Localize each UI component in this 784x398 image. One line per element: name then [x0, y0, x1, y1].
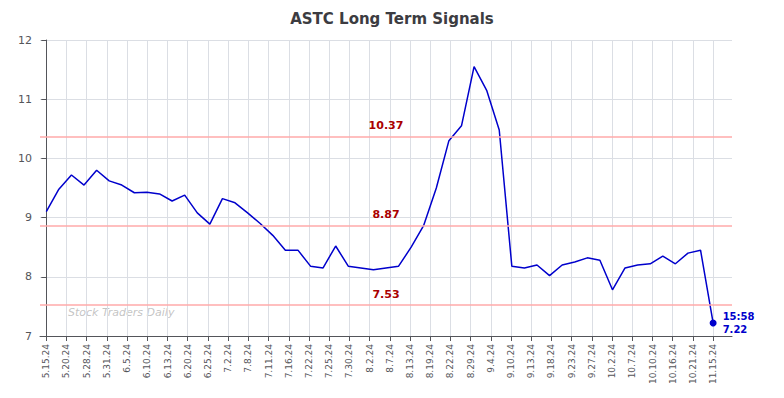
svg-text:7.2.24: 7.2.24: [223, 344, 233, 373]
svg-text:8.13.24: 8.13.24: [405, 344, 415, 379]
svg-text:9: 9: [25, 211, 32, 224]
svg-text:9.13.24: 9.13.24: [526, 344, 536, 379]
svg-text:7.53: 7.53: [372, 288, 399, 301]
svg-text:7.11.24: 7.11.24: [264, 344, 274, 379]
svg-text:10.37: 10.37: [369, 119, 404, 132]
svg-text:8.87: 8.87: [372, 208, 399, 221]
svg-text:7.22: 7.22: [723, 324, 748, 335]
svg-text:10: 10: [18, 152, 32, 165]
svg-text:5.28.24: 5.28.24: [82, 344, 92, 379]
svg-text:6.5.24: 6.5.24: [122, 344, 132, 373]
svg-text:8.29.24: 8.29.24: [466, 344, 476, 379]
svg-text:ASTC Long Term Signals: ASTC Long Term Signals: [290, 10, 494, 28]
svg-text:7.8.24: 7.8.24: [243, 344, 253, 373]
svg-text:6.25.24: 6.25.24: [203, 344, 213, 379]
svg-text:9.10.24: 9.10.24: [506, 344, 516, 379]
svg-text:10.21.24: 10.21.24: [688, 344, 698, 384]
svg-text:11: 11: [18, 93, 32, 106]
svg-text:8.2.24: 8.2.24: [365, 344, 375, 373]
svg-text:5.31.24: 5.31.24: [102, 344, 112, 379]
svg-text:9.4.24: 9.4.24: [486, 344, 496, 373]
svg-text:8: 8: [25, 270, 32, 283]
svg-text:7: 7: [25, 330, 32, 343]
svg-text:10.2.24: 10.2.24: [607, 344, 617, 379]
svg-text:7.22.24: 7.22.24: [304, 344, 314, 379]
svg-text:5.15.24: 5.15.24: [41, 344, 51, 379]
svg-text:Stock Traders Daily: Stock Traders Daily: [68, 306, 175, 319]
svg-text:9.27.24: 9.27.24: [587, 344, 597, 379]
svg-text:7.30.24: 7.30.24: [344, 344, 354, 379]
svg-text:15:58: 15:58: [723, 311, 755, 322]
svg-text:8.19.24: 8.19.24: [425, 344, 435, 379]
svg-text:11.15.24: 11.15.24: [708, 344, 718, 384]
svg-text:12: 12: [18, 34, 32, 47]
svg-text:6.10.24: 6.10.24: [142, 344, 152, 379]
svg-text:6.20.24: 6.20.24: [183, 344, 193, 379]
svg-text:7.25.24: 7.25.24: [324, 344, 334, 379]
svg-text:9.18.24: 9.18.24: [546, 344, 556, 379]
svg-text:7.16.24: 7.16.24: [284, 344, 294, 379]
svg-text:6.13.24: 6.13.24: [163, 344, 173, 379]
svg-text:10.10.24: 10.10.24: [648, 344, 658, 384]
svg-text:10.7.24: 10.7.24: [627, 344, 637, 379]
svg-text:8.7.24: 8.7.24: [385, 344, 395, 373]
svg-text:8.22.24: 8.22.24: [445, 344, 455, 379]
svg-text:9.23.24: 9.23.24: [567, 344, 577, 379]
svg-text:10.16.24: 10.16.24: [668, 344, 678, 384]
svg-text:5.20.24: 5.20.24: [61, 344, 71, 379]
